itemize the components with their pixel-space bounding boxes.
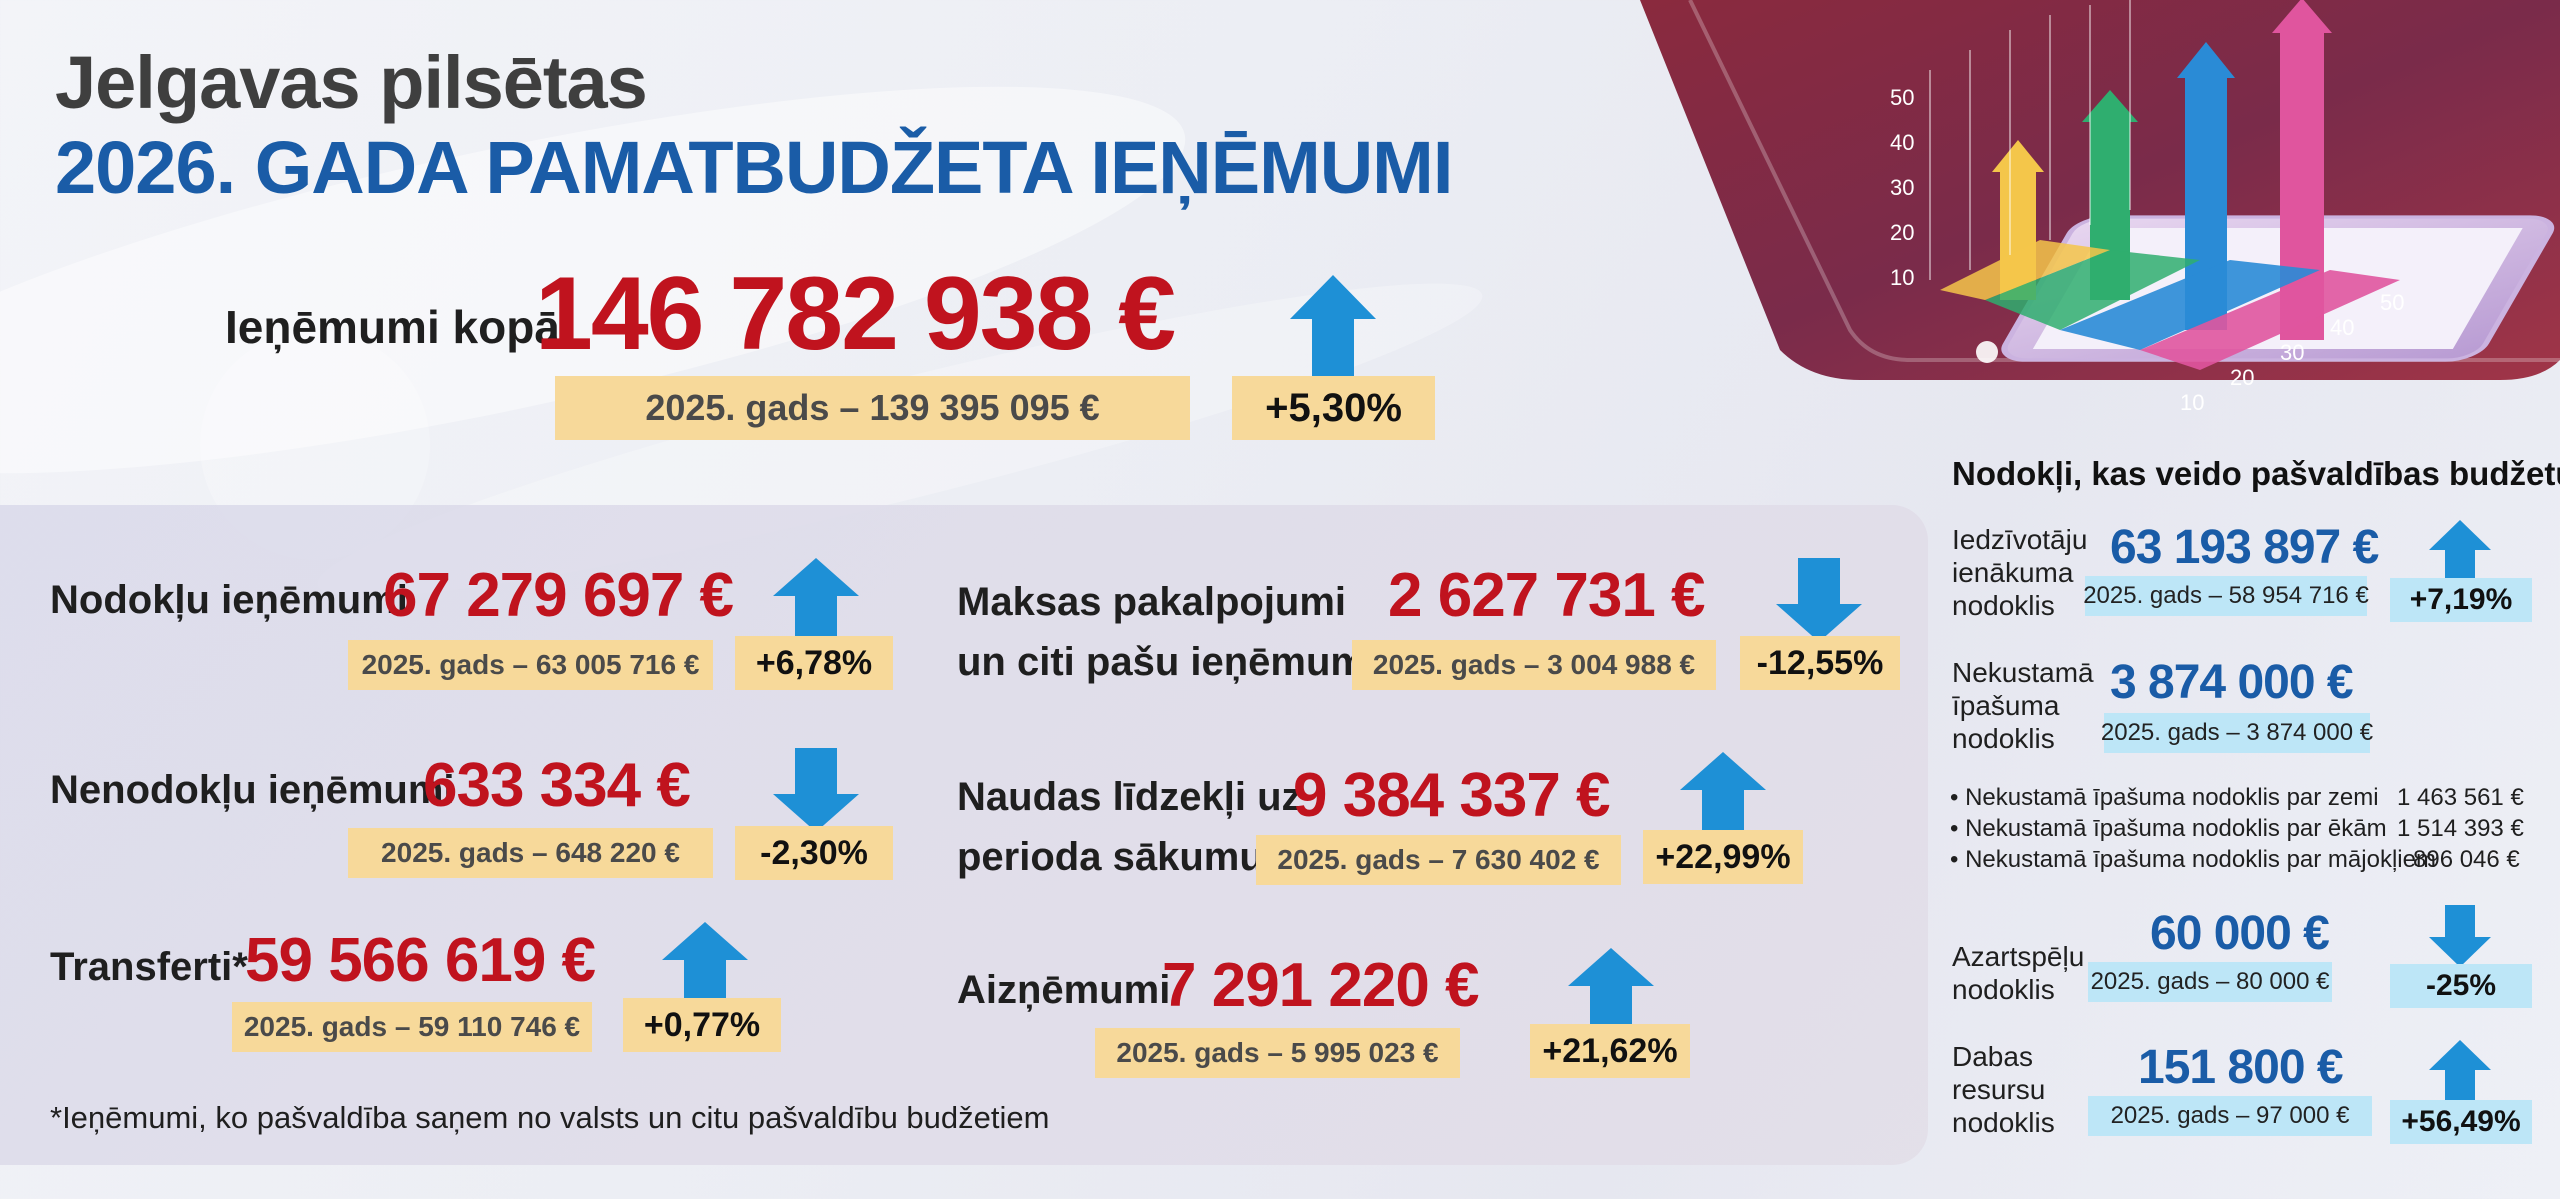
cash-label: perioda sākumu	[957, 835, 1264, 879]
transfers-previous: 2025. gads – 59 110 746 €	[232, 1002, 592, 1052]
loans-previous: 2025. gads – 5 995 023 €	[1095, 1028, 1460, 1078]
natural-resources-tax-label-line: nodoklis	[1952, 1107, 2055, 1138]
paid-services-value: 2 627 731 €	[1388, 561, 1706, 630]
nontax-revenue-previous: 2025. gads – 648 220 €	[348, 828, 713, 878]
income-tax-value: 63 193 897 €	[2110, 521, 2379, 574]
income-tax-label-line: ienākuma	[1952, 557, 2074, 588]
deco-x-tick: 10	[2180, 390, 2204, 415]
arrow-down-icon	[773, 748, 859, 832]
natural-resources-tax-value: 151 800 €	[2138, 1041, 2344, 1094]
natural-resources-tax-change: +56,49%	[2390, 1100, 2532, 1144]
arrow-down-icon	[2429, 905, 2491, 967]
natural-resources-tax-previous: 2025. gads – 97 000 €	[2088, 1096, 2372, 1136]
gambling-tax-change: -25%	[2390, 964, 2532, 1008]
deco-x-tick: 50	[2380, 290, 2404, 315]
property-breakdown-label: • Nekustamā īpašuma nodoklis par zemi	[1950, 784, 2379, 811]
nontax-revenue-value: 633 334 €	[423, 751, 691, 820]
page-title: 2026. GADA PAMATBUDŽETA IEŅĒMUMI	[55, 126, 1453, 209]
arrow-up-icon	[1680, 752, 1766, 836]
arrow-up-icon	[2429, 520, 2491, 582]
arrow-up-icon	[1568, 948, 1654, 1032]
cash-label: Naudas līdzekļi uz	[957, 775, 1302, 819]
cash-previous: 2025. gads – 7 630 402 €	[1256, 835, 1621, 885]
gambling-tax-value: 60 000 €	[2150, 907, 2330, 960]
taxes-heading: Nodokļi, kas veido pašvaldības budžetu	[1952, 455, 2560, 492]
nontax-revenue-change: -2,30%	[735, 826, 893, 880]
transfers-value: 59 566 619 €	[245, 926, 596, 995]
gambling-tax-label: Azartspēļu nodoklis	[1952, 940, 2084, 1006]
deco-x-tick: 30	[2280, 340, 2304, 365]
paid-services-label: Maksas pakalpojumi	[957, 580, 1347, 624]
transfers-label: Transferti*	[50, 945, 248, 989]
decorative-chart-graphic: 10 20 30 40 50 10 20 30 40 50	[1640, 0, 2560, 415]
property-tax-previous: 2025. gads – 3 874 000 €	[2101, 713, 2373, 753]
income-tax-change: +7,19%	[2390, 578, 2532, 622]
city-title: Jelgavas pilsētas	[55, 41, 648, 124]
total-change: +5,30%	[1232, 376, 1435, 440]
total-previous: 2025. gads – 139 395 095 €	[555, 376, 1190, 440]
deco-y-tick: 40	[1890, 130, 1914, 155]
deco-y-tick: 50	[1890, 85, 1914, 110]
property-tax-label-line: Nekustamā	[1952, 657, 2094, 688]
footnote: *Ieņēmumi, ko pašvaldība saņem no valsts…	[50, 1100, 1050, 1135]
property-tax-label-line: nodoklis	[1952, 723, 2055, 754]
deco-y-tick: 30	[1890, 175, 1914, 200]
tax-revenue-value: 67 279 697 €	[383, 561, 734, 630]
natural-resources-tax-label: Dabas resursu nodoklis	[1952, 1040, 2055, 1139]
deco-y-tick: 10	[1890, 265, 1914, 290]
natural-resources-tax-label-line: Dabas	[1952, 1041, 2033, 1072]
tax-revenue-label: Nodokļu ieņēmumi	[50, 578, 408, 622]
deco-bar-pink	[2272, 0, 2332, 33]
property-breakdown-label: • Nekustamā īpašuma nodoklis par mājokļi…	[1950, 846, 2436, 873]
total-label: Ieņēmumi kopā	[225, 301, 560, 353]
paid-services-label: un citi pašu ieņēmumi	[957, 640, 1378, 684]
property-breakdown-value: 896 046 €	[2413, 846, 2520, 873]
income-tax-label: Iedzīvotāju ienākuma nodoklis	[1952, 523, 2087, 622]
property-tax-label: Nekustamā īpašuma nodoklis	[1952, 656, 2094, 755]
transfers-change: +0,77%	[623, 998, 781, 1052]
tax-revenue-change: +6,78%	[735, 636, 893, 690]
paid-services-change: -12,55%	[1740, 636, 1900, 690]
deco-bar-blue	[2177, 42, 2235, 78]
arrow-down-icon	[1776, 558, 1862, 642]
arrow-up-icon	[662, 922, 748, 1006]
income-tax-previous: 2025. gads – 58 954 716 €	[2083, 576, 2369, 616]
paid-services-previous: 2025. gads – 3 004 988 €	[1352, 640, 1716, 690]
arrow-up-icon	[1290, 275, 1376, 385]
deco-y-tick: 20	[1890, 220, 1914, 245]
gambling-tax-label-line: Azartspēļu	[1952, 941, 2085, 972]
property-breakdown-label: • Nekustamā īpašuma nodoklis par ēkām	[1950, 815, 2387, 842]
cash-change: +22,99%	[1643, 830, 1803, 884]
property-tax-value: 3 874 000 €	[2110, 656, 2354, 709]
total-value: 146 782 938 €	[535, 256, 1176, 372]
tax-revenue-previous: 2025. gads – 63 005 716 €	[348, 640, 713, 690]
deco-x-tick: 20	[2230, 365, 2254, 390]
arrow-up-icon	[773, 558, 859, 642]
property-breakdown-value: 1 514 393 €	[2397, 815, 2524, 842]
deco-bar-yellow	[1992, 140, 2044, 172]
property-breakdown-value: 1 463 561 €	[2397, 784, 2524, 811]
income-tax-label-line: Iedzīvotāju	[1952, 524, 2088, 555]
income-tax-label-line: nodoklis	[1952, 590, 2055, 621]
nontax-revenue-label: Nenodokļu ieņēmumi	[50, 768, 455, 812]
deco-x-tick: 40	[2330, 315, 2354, 340]
loans-label: Aizņēmumi	[957, 968, 1171, 1012]
cash-value: 9 384 337 €	[1293, 761, 1611, 830]
gambling-tax-label-line: nodoklis	[1952, 974, 2055, 1005]
loans-change: +21,62%	[1530, 1024, 1690, 1078]
arrow-up-icon	[2429, 1040, 2491, 1102]
loans-value: 7 291 220 €	[1162, 951, 1480, 1020]
property-tax-label-line: īpašuma	[1952, 690, 2060, 721]
gambling-tax-previous: 2025. gads – 80 000 €	[2088, 962, 2332, 1002]
deco-bar-green	[2082, 90, 2138, 122]
natural-resources-tax-label-line: resursu	[1952, 1074, 2046, 1105]
